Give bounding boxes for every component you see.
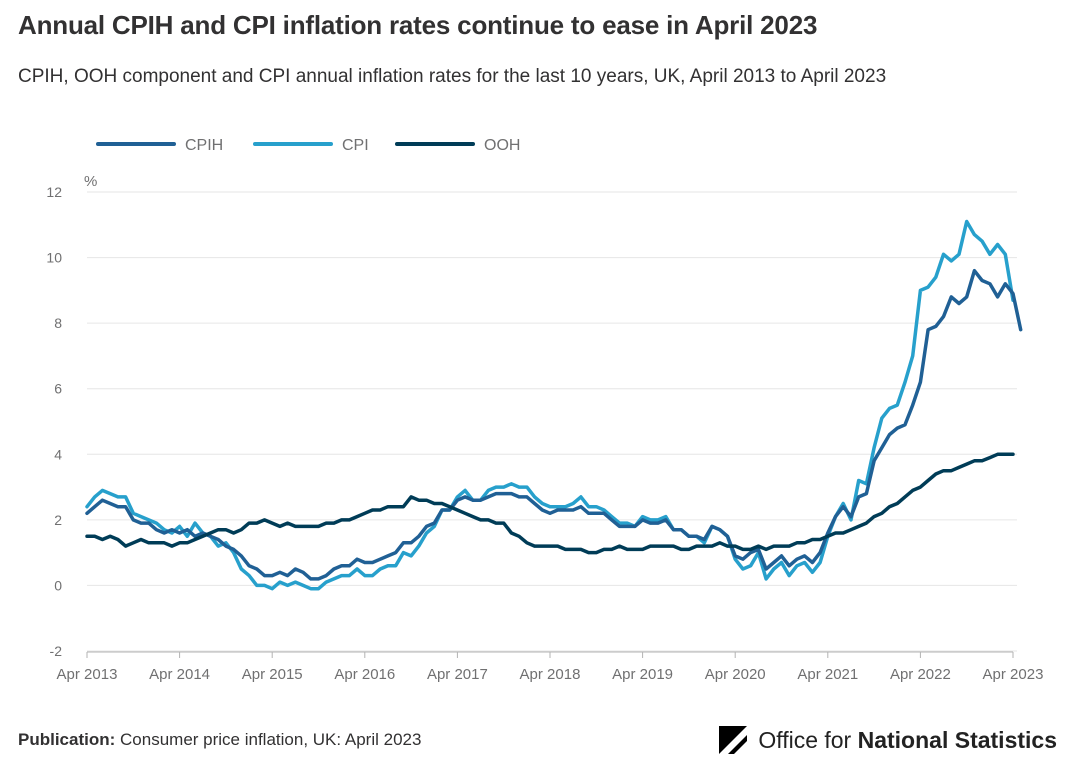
y-axis: -2 0 2 4 6 8 10 12 bbox=[46, 184, 62, 659]
gridlines bbox=[87, 191, 1017, 652]
publication-label: Publication: bbox=[18, 730, 116, 749]
series-line-ooh bbox=[85, 452, 1015, 555]
y-axis-unit-label: % bbox=[84, 173, 97, 190]
ons-logo: Office for National Statistics bbox=[716, 722, 1057, 758]
x-axis: Apr 2013 Apr 2014 Apr 2015 Apr 2016 Apr 2017… bbox=[57, 651, 1044, 683]
legend-label-cpih: CPIH bbox=[185, 137, 223, 154]
legend-label-cpi: CPI bbox=[342, 137, 369, 154]
chart-title: Annual CPIH and CPI inflation rates cont… bbox=[18, 10, 818, 40]
x-tick-label: Apr 2014 bbox=[149, 666, 210, 683]
series-line-cpih bbox=[85, 268, 1023, 581]
x-tick-label: Apr 2018 bbox=[520, 666, 581, 683]
x-tick-label: Apr 2013 bbox=[57, 666, 118, 683]
x-tick-label: Apr 2017 bbox=[427, 666, 488, 683]
x-tick-label: Apr 2015 bbox=[242, 666, 303, 683]
y-tick-label: 6 bbox=[54, 381, 62, 397]
y-tick-label: 8 bbox=[54, 315, 62, 331]
x-tick-label: Apr 2019 bbox=[612, 666, 673, 683]
ons-logo-icon bbox=[719, 726, 748, 754]
x-tick-label: Apr 2023 bbox=[983, 666, 1044, 683]
publication-footer: Publication: Consumer price inflation, U… bbox=[18, 730, 421, 750]
x-tick-label: Apr 2021 bbox=[797, 666, 858, 683]
y-tick-label: 2 bbox=[54, 512, 62, 528]
legend-label-ooh: OOH bbox=[484, 137, 520, 154]
chart-subtitle: CPIH, OOH component and CPI annual infla… bbox=[18, 66, 887, 87]
series-line-cpi bbox=[85, 219, 1015, 591]
publication-name: Consumer price inflation, UK: April 2023 bbox=[120, 730, 422, 749]
logo-text-bold: National Statistics bbox=[857, 726, 1057, 753]
line-chart: Apr 2013 Apr 2014 Apr 2015 Apr 2016 Apr 2017… bbox=[46, 137, 1044, 683]
legend: CPIH CPI OOH bbox=[96, 137, 520, 154]
y-tick-label: 0 bbox=[54, 577, 62, 593]
x-tick-label: Apr 2022 bbox=[890, 666, 951, 683]
y-tick-label: 10 bbox=[46, 250, 62, 266]
y-tick-label: 4 bbox=[54, 446, 62, 462]
y-tick-label: -2 bbox=[50, 643, 63, 659]
logo-text-regular: Office for bbox=[758, 726, 858, 753]
x-tick-label: Apr 2020 bbox=[705, 666, 766, 683]
y-tick-label: 12 bbox=[46, 184, 62, 200]
x-tick-label: Apr 2016 bbox=[334, 666, 395, 683]
series-lines bbox=[85, 219, 1023, 591]
